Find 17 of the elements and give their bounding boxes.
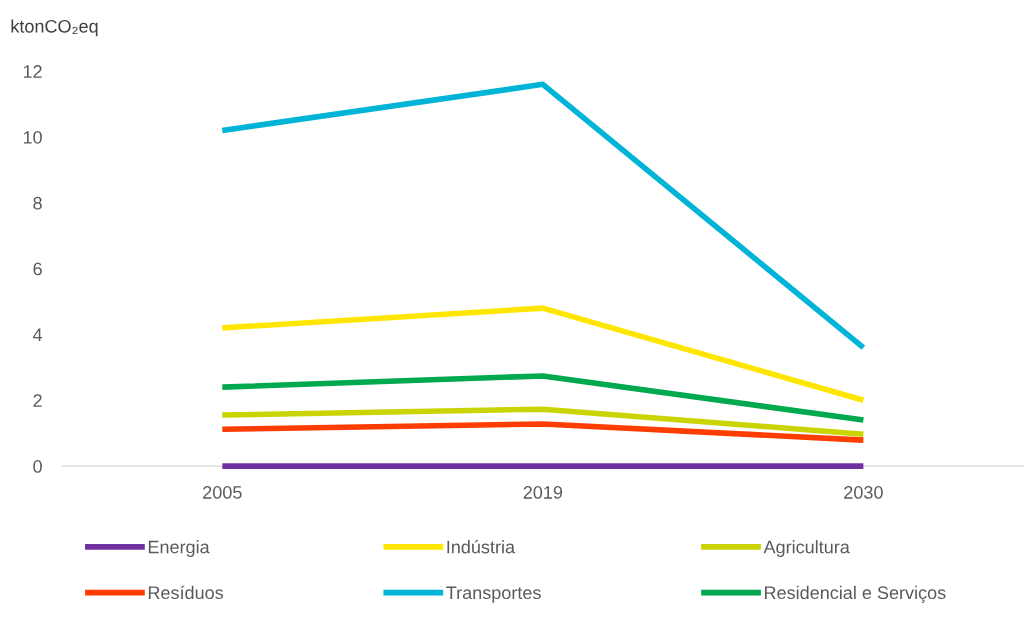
y-tick-label: 6	[33, 262, 42, 276]
y-axis-title: ktonCO₂eq	[11, 19, 98, 37]
legend-label: Transportes	[446, 586, 541, 603]
y-tick-label: 4	[32, 328, 43, 342]
legend-label: Energia	[148, 540, 210, 557]
y-tick-label: 12	[23, 65, 42, 78]
y-tick-label: 8	[33, 196, 42, 210]
x-tick-label: 2030	[844, 486, 883, 499]
y-tick-label: 10	[23, 130, 42, 144]
x-tick-label: 2019	[523, 486, 563, 499]
legend-label: Indústria	[447, 539, 516, 554]
x-tick-label: 2005	[203, 486, 242, 499]
legend-label: Agricultura	[763, 540, 850, 557]
legend-label: Resíduos	[148, 585, 224, 600]
y-tick-label: 0	[33, 460, 42, 473]
y-tick-label: 2	[33, 394, 42, 407]
legend-label: Residencial e Serviços	[765, 585, 946, 603]
